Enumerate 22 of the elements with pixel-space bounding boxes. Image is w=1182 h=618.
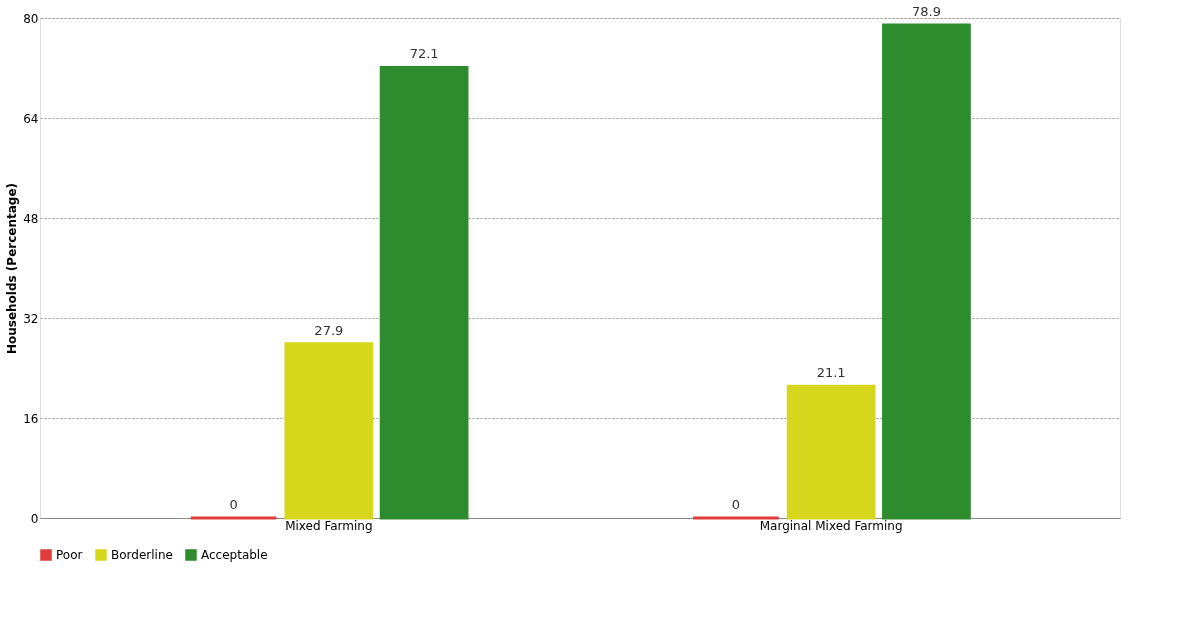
bar [379, 65, 469, 520]
x-tick-label: Marginal Mixed Farming [759, 518, 903, 533]
bar [786, 384, 876, 520]
data-label: 27.9 [314, 322, 344, 338]
y-tick-label: 32 [23, 311, 39, 326]
legend-label: Acceptable [201, 548, 268, 562]
legend-label: Poor [56, 548, 83, 562]
y-axis-title: Households (Percentage) [5, 182, 20, 355]
y-tick-label: 0 [30, 511, 39, 526]
y-tick-label: 48 [23, 211, 39, 226]
bar [882, 23, 971, 520]
y-tick-label: 80 [23, 11, 39, 26]
data-label: 78.9 [911, 3, 941, 19]
data-label: 0 [731, 497, 741, 512]
y-tick-label: 16 [23, 411, 39, 426]
data-label: 72.1 [409, 46, 439, 62]
x-tick-label: Mixed Farming [285, 518, 373, 533]
legend-label: Borderline [111, 548, 173, 562]
bar [284, 342, 374, 520]
data-label: 0 [229, 497, 238, 512]
data-label: 21.1 [816, 365, 846, 381]
y-tick-label: 64 [23, 111, 39, 126]
